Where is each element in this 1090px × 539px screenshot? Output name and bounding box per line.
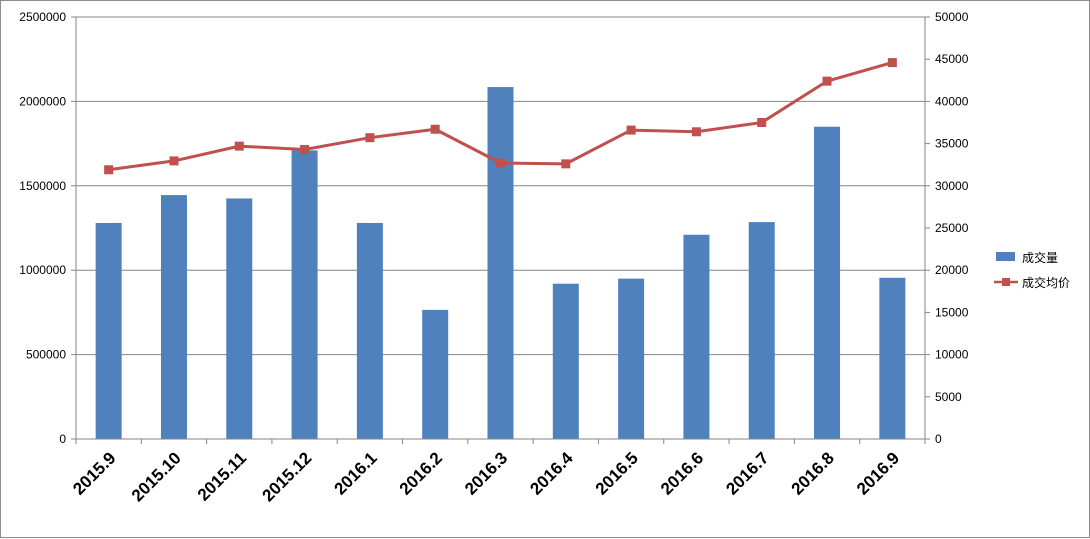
bar-2016.7 — [748, 222, 775, 439]
axes — [71, 16, 930, 444]
y-left-tick-label: 2000000 — [19, 94, 66, 108]
x-tick-label: 2015.12 — [259, 448, 316, 505]
price-point-2015.12 — [300, 145, 310, 155]
x-tick-label: 2016.6 — [657, 448, 707, 498]
x-tick-label: 2016.5 — [592, 448, 642, 498]
bar-2016.6 — [683, 234, 710, 439]
y-right-tick-label: 25000 — [935, 221, 969, 235]
x-tick-label: 2016.3 — [461, 448, 511, 498]
price-point-2016.2 — [430, 124, 440, 134]
price-point-2016.4 — [561, 159, 571, 169]
bar-2015.10 — [160, 195, 187, 439]
price-point-2016.5 — [626, 125, 636, 135]
bar-2016.8 — [814, 126, 841, 439]
x-tick-label: 2016.2 — [396, 448, 446, 498]
bar-2015.12 — [291, 150, 318, 440]
price-point-2015.10 — [169, 156, 179, 166]
x-tick-label: 2015.10 — [128, 448, 185, 505]
y-right-tick-label: 5000 — [935, 390, 962, 404]
bar-series — [95, 87, 906, 440]
bar-2015.11 — [226, 198, 253, 439]
x-tick-label: 2016.7 — [722, 448, 772, 498]
bar-2016.3 — [487, 87, 514, 439]
legend-label-price: 成交均价 — [1022, 275, 1070, 290]
x-tick-label: 2016.9 — [853, 448, 903, 498]
x-tick-label: 2016.4 — [526, 448, 577, 499]
y-left-tick-label: 1000000 — [19, 263, 66, 277]
bar-2016.4 — [552, 283, 579, 439]
price-point-2016.8 — [822, 76, 832, 86]
price-point-2016.1 — [365, 133, 375, 143]
y-right-tick-label: 35000 — [935, 137, 969, 151]
bar-2015.9 — [95, 222, 122, 439]
legend-label-volume: 成交量 — [1022, 250, 1058, 265]
line-series — [104, 58, 897, 175]
y-right-tick-label: 30000 — [935, 179, 969, 193]
price-point-2016.7 — [757, 118, 767, 127]
y-right-tick-label: 15000 — [935, 305, 969, 319]
x-tick-label: 2016.1 — [331, 448, 381, 498]
bar-2016.1 — [356, 222, 383, 439]
bar-2016.5 — [618, 278, 645, 439]
y-right-tick-label: 40000 — [935, 94, 969, 108]
y-right-tick-label: 45000 — [935, 52, 969, 66]
y-right-tick-label: 0 — [935, 432, 942, 446]
price-point-2015.11 — [234, 141, 244, 151]
price-point-2016.9 — [887, 58, 897, 68]
bar-2016.9 — [879, 277, 906, 439]
x-tick-label: 2015.11 — [194, 448, 250, 504]
legend-marker-price — [1002, 278, 1010, 286]
legend: 成交量 成交均价 — [994, 250, 1070, 290]
legend-swatch-volume — [996, 252, 1015, 261]
y-left-tick-label: 0 — [59, 432, 66, 446]
y-left-tick-label: 2500000 — [19, 10, 66, 24]
price-point-2015.9 — [104, 165, 114, 175]
x-tick-label: 2015.9 — [69, 448, 119, 498]
bar-2016.2 — [422, 309, 449, 439]
price-point-2016.6 — [691, 127, 701, 137]
y-left-tick-label: 1500000 — [19, 179, 66, 193]
y-right-tick-label: 20000 — [935, 263, 969, 277]
y-right-tick-label: 10000 — [935, 348, 969, 362]
x-tick-label: 2016.8 — [788, 448, 838, 498]
y-left-tick-label: 500000 — [26, 348, 66, 362]
price-point-2016.3 — [496, 158, 505, 168]
y-right-tick-label: 50000 — [935, 10, 969, 24]
